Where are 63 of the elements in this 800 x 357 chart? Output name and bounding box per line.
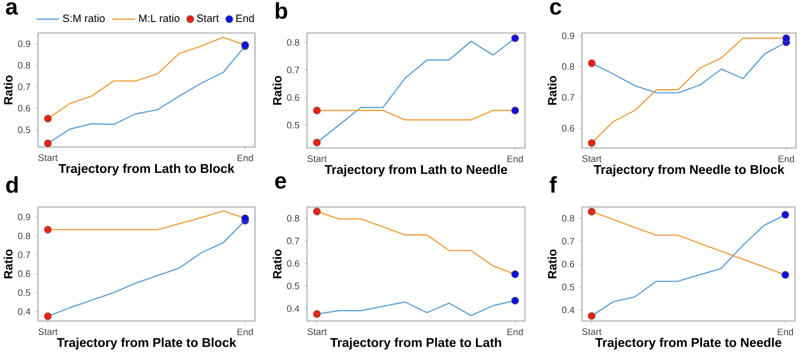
y-tick-label: 0.5 [287,122,300,128]
y-tick-label: 0.6 [287,94,300,101]
y-tick-label: 0.8 [18,62,30,69]
x-axis-title: Trajectory from Plate to Needle [595,338,782,350]
x-tick-label: Start [307,328,327,335]
text: a [6,2,18,15]
text: e [275,176,286,189]
y-tick-label: 0.7 [562,238,574,244]
x-tick-label: Start [582,328,602,335]
y-axis-title: Ratio [272,249,282,278]
y-tick-label: 0.6 [18,270,30,278]
x-tick-label: Start [38,154,58,161]
y-tick-label: 0.8 [18,232,30,240]
y-tick-label: 0.5 [18,126,30,134]
legend-label: Start [196,14,219,22]
y-axis-title: Ratio [4,75,13,104]
x-tick-label: Start [582,155,602,162]
x-axis-title: Trajectory from Plate to Lath [330,338,502,350]
y-tick-label: 0.8 [287,39,300,46]
text: c [550,2,562,15]
y-tick-label: 0.9 [562,32,574,40]
y-tick-label: 0.8 [562,214,574,222]
y-tick-label: 0.7 [287,66,300,74]
x-tick-label: End [238,328,253,336]
y-tick-label: 0.7 [18,252,30,258]
y-tick-label: 0.6 [18,104,30,112]
y-tick-label: 0.7 [18,83,30,90]
x-axis-title: Trajectory from Needle to Block [594,164,784,177]
legend-label: End [236,14,254,22]
x-tick-label: End [778,328,793,336]
y-tick-label: 0.4 [18,308,30,315]
y-tick-label: 0.9 [18,214,30,220]
x-axis-title: Trajectory from Plate to Block [56,338,236,350]
y-axis-title: Ratio [4,249,13,278]
legend-label: M:L ratio [139,14,180,22]
y-tick-label: 0.7 [287,238,300,244]
x-tick-label: Start [38,328,58,335]
y-tick-label: 0.4 [562,306,574,314]
y-tick-label: 0.7 [562,94,574,101]
x-tick-label: End [778,155,794,162]
text: d [6,176,18,193]
y-tick-label: 0.6 [562,260,574,268]
x-tick-label: End [508,155,523,162]
y-tick-label: 0.8 [287,214,300,222]
x-tick-label: Start [307,155,327,162]
y-tick-label: 0.5 [287,282,300,290]
text: f [550,176,557,193]
y-tick-label: 0.5 [18,289,30,296]
x-axis-title: Trajectory from Lath to Needle [324,164,508,177]
legend-label: S:M ratio [62,14,105,22]
y-tick-label: 0.6 [562,124,574,132]
y-tick-label: 0.8 [562,63,574,70]
y-axis-title: Ratio [548,76,556,105]
y-tick-label: 0.4 [287,305,300,312]
x-axis-title: Trajectory from Lath to Block [58,164,234,176]
y-tick-label: 0.9 [18,40,30,48]
text: b [276,2,288,19]
y-axis-title: Ratio [272,76,282,105]
y-axis-title: Ratio [548,249,556,278]
x-tick-label: End [508,328,523,336]
y-tick-label: 0.5 [562,284,574,290]
x-tick-label: End [238,154,253,162]
y-tick-label: 0.6 [287,260,300,267]
